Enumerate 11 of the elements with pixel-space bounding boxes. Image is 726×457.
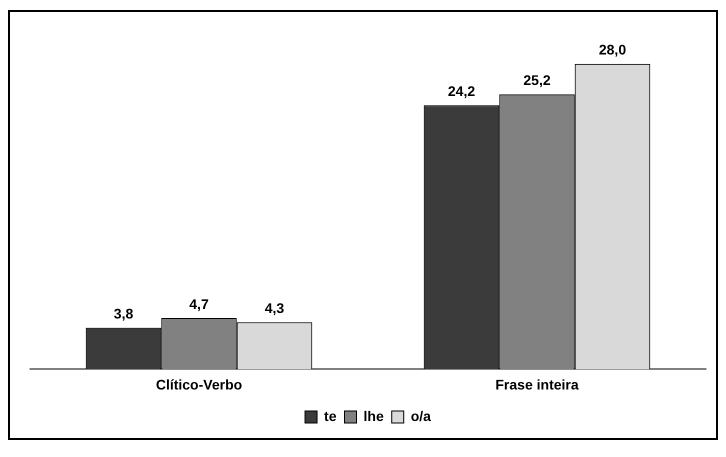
data-label: 4,3 <box>264 300 284 316</box>
data-label: 28,0 <box>598 42 626 58</box>
x-tick-label: Clítico-Verbo <box>156 376 242 392</box>
legend-label: lhe <box>363 408 384 424</box>
data-label: 4,7 <box>189 296 209 312</box>
data-label: 3,8 <box>114 306 134 322</box>
data-label: 25,2 <box>523 72 551 88</box>
x-tick-label: Frase inteira <box>495 376 579 392</box>
data-label: 24,2 <box>448 83 476 100</box>
legend-label: o/a <box>410 408 432 424</box>
legend-label: te <box>324 408 337 424</box>
